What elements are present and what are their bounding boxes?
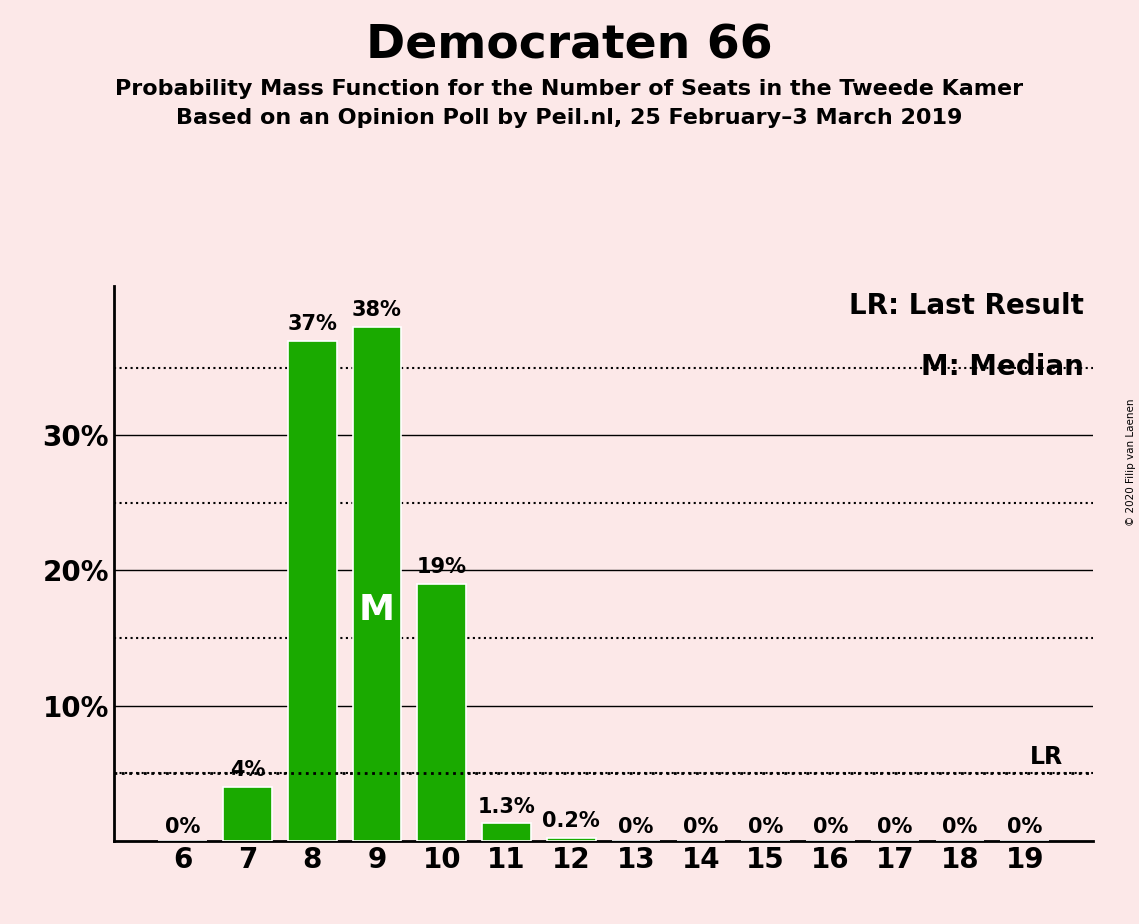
Text: 0%: 0%	[165, 817, 200, 837]
Text: 1.3%: 1.3%	[477, 796, 535, 817]
Text: 4%: 4%	[230, 760, 265, 780]
Bar	[223, 786, 272, 841]
Text: 0%: 0%	[683, 817, 719, 837]
Text: M: Median: M: Median	[920, 353, 1083, 381]
Text: 38%: 38%	[352, 300, 402, 321]
Text: M: M	[359, 592, 395, 626]
Text: 0%: 0%	[812, 817, 849, 837]
Text: 0%: 0%	[942, 817, 977, 837]
Text: Probability Mass Function for the Number of Seats in the Tweede Kamer: Probability Mass Function for the Number…	[115, 79, 1024, 99]
Text: 0%: 0%	[748, 817, 784, 837]
Text: © 2020 Filip van Laenen: © 2020 Filip van Laenen	[1126, 398, 1136, 526]
Bar	[353, 327, 401, 841]
Bar	[482, 823, 531, 841]
Bar	[418, 584, 466, 841]
Text: Democraten 66: Democraten 66	[366, 23, 773, 68]
Text: 0%: 0%	[1007, 817, 1042, 837]
Text: 0.2%: 0.2%	[542, 811, 600, 832]
Text: 37%: 37%	[287, 314, 337, 334]
Text: Based on an Opinion Poll by Peil.nl, 25 February–3 March 2019: Based on an Opinion Poll by Peil.nl, 25 …	[177, 108, 962, 128]
Text: 0%: 0%	[877, 817, 912, 837]
Text: LR: Last Result: LR: Last Result	[849, 292, 1083, 320]
Text: 19%: 19%	[417, 557, 467, 578]
Bar	[288, 341, 336, 841]
Bar	[547, 838, 596, 841]
Text: 0%: 0%	[618, 817, 654, 837]
Text: LR: LR	[1031, 745, 1064, 769]
